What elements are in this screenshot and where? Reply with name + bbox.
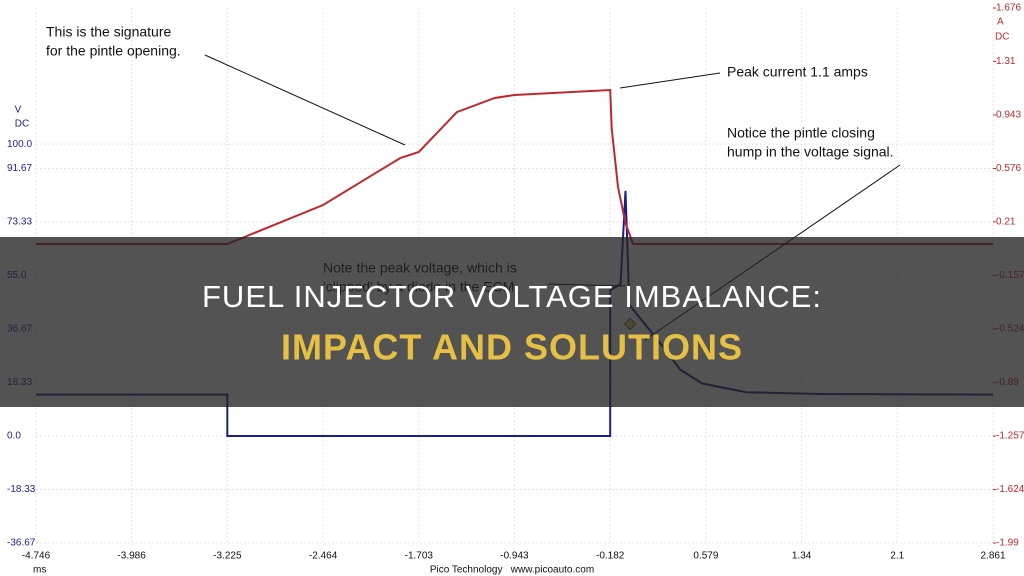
x-tick-label: -0.182 — [596, 551, 625, 562]
series-line — [36, 88, 993, 245]
y2-unit: DC — [995, 32, 1009, 43]
y2-tick-label: -1.624 — [996, 484, 1024, 495]
annotation: Notice the pintle closing — [727, 125, 875, 141]
annotation: for the pintle opening. — [46, 43, 181, 59]
y2-tick-label: 1.676 — [996, 3, 1021, 14]
leader-line — [619, 72, 721, 89]
annotation: hump in the voltage signal. — [727, 144, 894, 160]
x-tick-label: -1.703 — [405, 551, 434, 562]
x-tick-label: -3.986 — [117, 551, 146, 562]
x-tick-label: -3.225 — [213, 551, 242, 562]
x-tick-label: 2.861 — [980, 551, 1005, 562]
banner: FUEL INJECTOR VOLTAGE IMBALANCE: IMPACT … — [0, 237, 1024, 407]
x-tick-label: -2.464 — [309, 551, 338, 562]
y-unit: V — [15, 105, 22, 116]
annotation: This is the signature — [46, 24, 171, 40]
y-tick-label: 73.33 — [7, 217, 32, 228]
x-unit: ms — [33, 565, 46, 576]
x-tick-label: 2.1 — [890, 551, 904, 562]
annotation: Peak current 1.1 amps — [727, 64, 868, 80]
x-tick-label: 1.34 — [792, 551, 812, 562]
y2-tick-label: 1.31 — [996, 56, 1016, 67]
x-tick-label: -0.943 — [500, 551, 529, 562]
x-tick-label: -4.746 — [22, 551, 51, 562]
y2-tick-label: -1.99 — [996, 538, 1019, 549]
y-tick-label: 0.0 — [7, 431, 21, 442]
leader-line — [204, 54, 406, 146]
y2-tick-label: 0.943 — [996, 110, 1021, 121]
y-tick-label: 91.67 — [7, 163, 32, 174]
banner-subtitle: IMPACT AND SOLUTIONS — [281, 327, 743, 368]
y2-unit: A — [997, 17, 1004, 28]
y-unit: DC — [15, 119, 29, 130]
y-tick-label: -36.67 — [7, 538, 36, 549]
y-tick-label: 100.0 — [7, 139, 32, 150]
footer: Pico Technology www.picoauto.com — [430, 565, 594, 576]
y2-tick-label: -1.257 — [996, 431, 1024, 442]
x-tick-label: 0.579 — [693, 551, 718, 562]
y-tick-label: -18.33 — [7, 484, 36, 495]
banner-band — [0, 237, 1024, 407]
y2-tick-label: 0.21 — [996, 217, 1016, 228]
banner-title: FUEL INJECTOR VOLTAGE IMBALANCE: — [202, 279, 822, 314]
y2-tick-label: 0.576 — [996, 163, 1021, 174]
